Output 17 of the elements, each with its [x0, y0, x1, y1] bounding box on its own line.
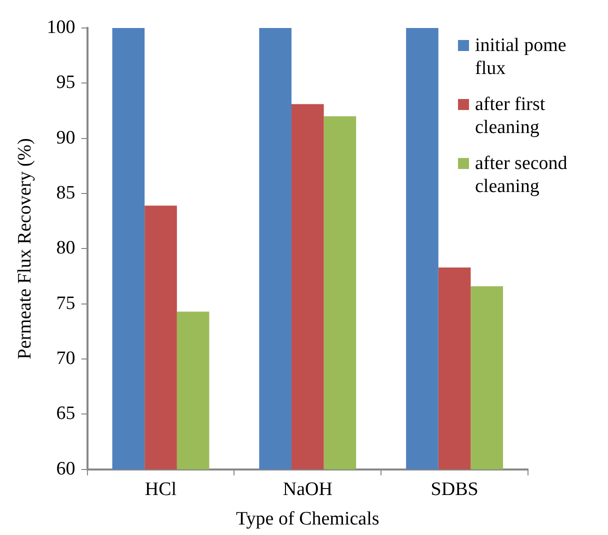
x-tick-label: HCl	[144, 478, 177, 500]
legend-label: after second cleaning	[475, 152, 568, 198]
legend-label: initial pome flux	[475, 34, 568, 80]
y-tick-label: 70	[56, 348, 76, 370]
y-tick-label: 75	[56, 292, 76, 314]
y-tick-label: 60	[56, 458, 76, 480]
x-tick-label: NaOH	[282, 478, 333, 500]
y-tick-label: 80	[56, 238, 76, 259]
y-tick-label: 95	[56, 72, 76, 94]
legend-label: after first cleaning	[475, 93, 546, 139]
y-tick-label: 85	[56, 182, 76, 204]
x-axis-title: Type of Chemicals	[236, 508, 380, 530]
y-tick-label: 100	[46, 16, 76, 38]
y-tick-label: 65	[56, 403, 76, 424]
x-tick-label: SDBS	[430, 478, 478, 500]
y-axis-title: Permeate Flux Recovery (%)	[14, 138, 36, 360]
y-tick-label: 90	[56, 127, 76, 148]
